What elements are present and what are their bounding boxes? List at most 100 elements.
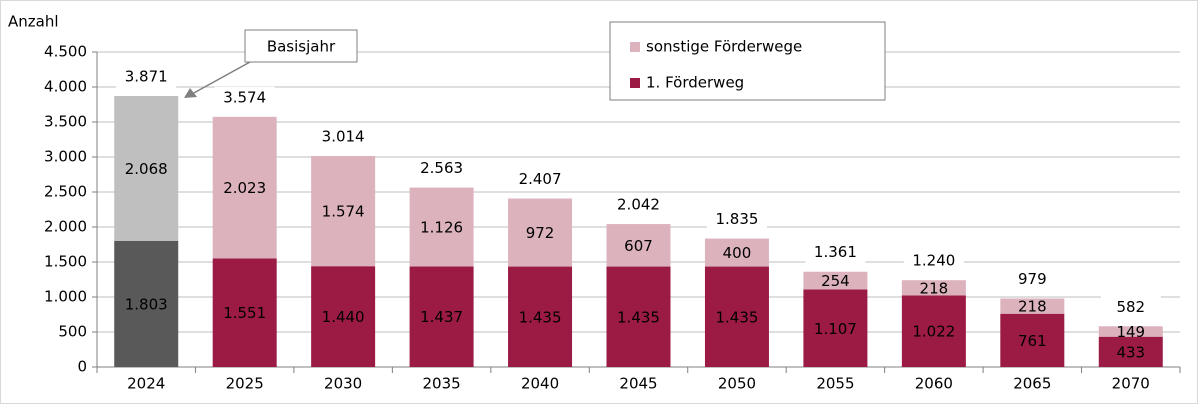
value-label: 1.022 (912, 323, 955, 341)
x-tick-label: 2055 (816, 375, 854, 393)
total-label: 2.042 (617, 196, 660, 214)
total-label: 3.014 (322, 128, 365, 146)
x-tick-label: 2060 (915, 375, 953, 393)
bar-segment (311, 156, 376, 267)
bar-segment (704, 266, 769, 367)
bar-segment (409, 266, 474, 367)
total-label-bg (903, 250, 964, 273)
value-label: 1.440 (322, 308, 365, 326)
value-label: 972 (526, 224, 555, 242)
value-label: 149 (1116, 323, 1145, 341)
y-axis-label: Anzahl (8, 13, 59, 31)
y-tick-label: 4.500 (44, 43, 87, 61)
legend-swatch (630, 42, 640, 52)
bar-segment (114, 240, 179, 367)
total-label: 3.574 (223, 88, 266, 106)
value-label: 1.435 (617, 308, 660, 326)
total-label: 2.407 (519, 170, 562, 188)
total-label-bg (706, 208, 767, 231)
annotation-arrowhead (184, 88, 197, 98)
total-label: 1.835 (715, 210, 758, 228)
total-label-bg (510, 168, 571, 191)
bar-segment (606, 224, 671, 267)
y-tick-label: 1.000 (44, 288, 87, 306)
bar-segment (803, 271, 868, 290)
x-tick-label: 2070 (1112, 375, 1150, 393)
total-label-bg (608, 194, 669, 217)
total-label-bg (1100, 296, 1161, 319)
bars (114, 96, 1163, 367)
annotation-arrow (191, 61, 251, 95)
x-tick-label: 2035 (422, 375, 460, 393)
value-label: 1.126 (420, 219, 463, 237)
value-label: 761 (1018, 332, 1047, 350)
y-tick-label: 3.500 (44, 113, 87, 131)
total-label-bg (214, 86, 275, 109)
y-tick-label: 1.500 (44, 253, 87, 271)
x-tick-label: 2025 (226, 375, 264, 393)
bar-segment (508, 266, 573, 367)
legend-entries: sonstige Förderwege 1. Förderweg (630, 38, 802, 92)
value-label: 400 (723, 244, 752, 262)
value-label: 218 (920, 279, 949, 297)
total-label-bg (411, 157, 472, 180)
total-label: 979 (1018, 270, 1047, 288)
x-tick-label: 2040 (521, 375, 559, 393)
legend (609, 21, 886, 101)
value-label: 2.068 (125, 160, 168, 178)
value-label: 1.107 (814, 320, 857, 338)
bar-segment (704, 238, 769, 267)
bar-segment (901, 295, 966, 367)
value-label: 1.551 (223, 304, 266, 322)
total-label-bg (116, 66, 177, 89)
y-tick-label: 2.500 (44, 183, 87, 201)
total-label: 1.240 (912, 252, 955, 270)
legend-label: sonstige Förderwege (646, 38, 802, 56)
bar-segment (606, 266, 671, 367)
bar-segment (508, 198, 573, 267)
bar-segment (409, 187, 474, 267)
x-tick-label: 2045 (619, 375, 657, 393)
total-label: 2.563 (420, 159, 463, 177)
value-label: 607 (624, 237, 653, 255)
annotation-box (244, 29, 358, 63)
y-tick-label: 500 (58, 323, 87, 341)
value-label: 2.023 (223, 179, 266, 197)
value-label: 1.437 (420, 308, 463, 326)
x-tick-label: 2024 (127, 375, 165, 393)
bar-segment (1000, 298, 1065, 314)
bar-segment (901, 280, 966, 296)
annotation: Basisjahr (267, 38, 336, 56)
total-label: 582 (1116, 298, 1145, 316)
value-label: 1.435 (519, 308, 562, 326)
value-label: 433 (1116, 343, 1145, 361)
value-label: 1.435 (715, 308, 758, 326)
legend-swatch (630, 78, 640, 88)
value-label: 1.574 (322, 203, 365, 221)
y-tick-label: 4.000 (44, 78, 87, 96)
value-label: 1.803 (125, 295, 168, 313)
bar-segment (212, 116, 277, 259)
y-tick-label: 3.000 (44, 148, 87, 166)
total-label-bg (805, 241, 866, 264)
x-tick-label: 2065 (1013, 375, 1051, 393)
y-tick-label: 2.000 (44, 218, 87, 236)
bar-segment (1098, 336, 1163, 367)
bar-segment (114, 96, 179, 241)
value-label: 254 (821, 272, 850, 290)
x-tick-label: 2030 (324, 375, 362, 393)
legend-label: 1. Förderweg (646, 74, 744, 92)
y-tick-label: 0 (77, 358, 87, 376)
bar-segment (212, 258, 277, 367)
labels: 2024 1.803 2.068 3.871 2025 1.551 2.023 3.574 20… (116, 66, 1161, 393)
x-tick-label: 2050 (718, 375, 756, 393)
bar-segment (1000, 313, 1065, 367)
value-label: 218 (1018, 298, 1047, 316)
bar-segment (1098, 326, 1163, 337)
bar-segment (311, 266, 376, 367)
bar-segment (803, 289, 868, 367)
total-label: 1.361 (814, 243, 857, 261)
total-label-bg (1002, 268, 1063, 291)
